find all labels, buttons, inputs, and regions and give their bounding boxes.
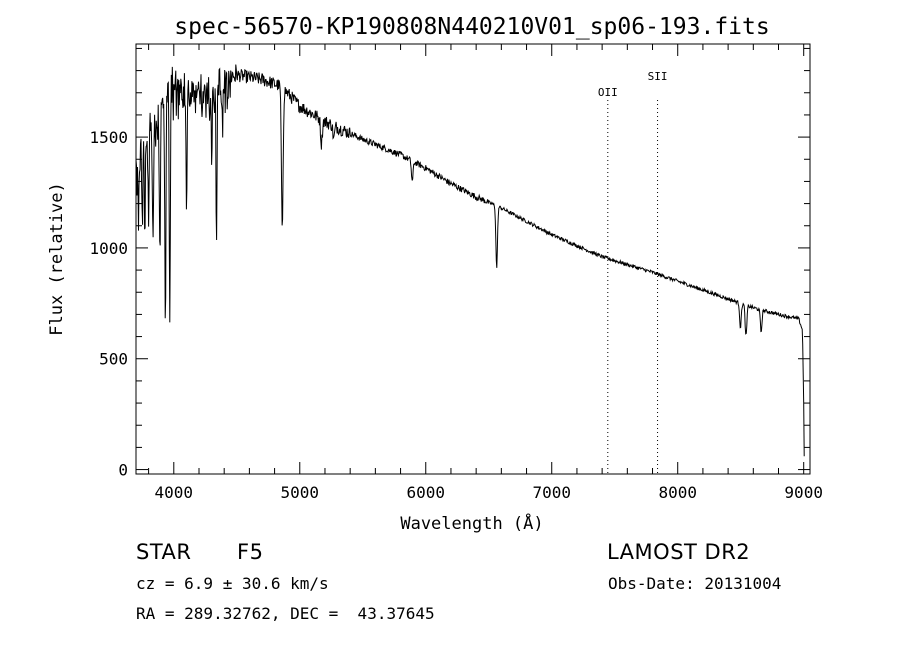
x-axis-label: Wavelength (Å) [400, 512, 543, 534]
x-tick-label: 9000 [784, 483, 823, 502]
spectrum-line [135, 64, 805, 457]
annotation-label: SII [648, 70, 668, 83]
redshift-value: cz = 6.9 ± 30.6 km/s [136, 574, 329, 593]
x-tick-label: 4000 [155, 483, 194, 502]
x-tick-label: 5000 [281, 483, 320, 502]
x-tick-label: 8000 [658, 483, 697, 502]
y-tick-label: 0 [118, 461, 128, 480]
y-tick-label: 1000 [89, 239, 128, 258]
axis-ticks: 4000 5000 6000 7000 8000 9000 0 500 1000 1500 [89, 44, 823, 502]
plot-frame [135, 43, 811, 475]
object-class: STAR [136, 540, 192, 564]
annotation-label: OII [598, 86, 618, 99]
survey-label: LAMOST DR2 [607, 540, 751, 564]
x-tick-label: 7000 [532, 483, 571, 502]
line-annotations: OII SII [598, 70, 668, 474]
y-tick-label: 500 [99, 350, 128, 369]
y-axis-label: Flux (relative) [47, 182, 67, 336]
x-tick-label: 6000 [406, 483, 445, 502]
coordinates: RA = 289.32762, DEC = 43.37645 [136, 604, 435, 623]
object-subclass: F5 [237, 540, 264, 564]
chart-title: spec-56570-KP190808N440210V01_sp06-193.f… [174, 14, 769, 40]
obs-date: Obs-Date: 20131004 [608, 574, 782, 593]
y-tick-label: 1500 [89, 128, 128, 147]
